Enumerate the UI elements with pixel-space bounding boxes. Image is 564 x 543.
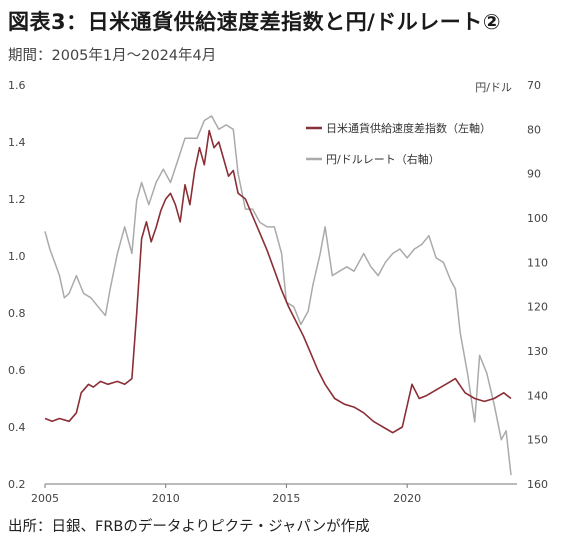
left-tick-label: 0.2 <box>8 478 26 491</box>
legend-label: 円/ドルレート（右軸） <box>326 152 440 166</box>
left-tick-label: 1.4 <box>8 136 26 149</box>
x-tick-label: 2015 <box>272 492 300 505</box>
x-axis-ticks: 2005 2010 2015 2020 <box>31 484 421 505</box>
right-tick-label: 80 <box>527 123 541 136</box>
right-tick-label: 160 <box>527 478 548 491</box>
right-tick-label: 130 <box>527 345 548 358</box>
series-layer <box>44 115 512 476</box>
left-tick-label: 1.6 <box>8 79 26 92</box>
right-tick-label: 120 <box>527 301 548 314</box>
right-tick-label: 150 <box>527 434 548 447</box>
left-tick-label: 1.0 <box>8 250 26 263</box>
page-title: 図表3：日米通貨供給速度差指数と円/ドルレート② <box>8 10 502 34</box>
left-tick-label: 0.8 <box>8 307 26 320</box>
right-tick-label: 110 <box>527 256 548 269</box>
legend-label: 日米通貨供給速度差指数（左軸） <box>326 121 491 135</box>
right-tick-label: 90 <box>527 168 541 181</box>
right-tick-label: 70 <box>527 79 541 92</box>
right-tick-label: 140 <box>527 389 548 402</box>
left-axis-ticks: 0.2 0.4 0.6 0.8 1.0 1.2 1.4 1.6 <box>8 79 26 491</box>
right-axis-ticks: 70 80 90 100 110 120 130 140 150 160 円/ドル <box>475 79 548 491</box>
x-tick-label: 2020 <box>393 492 421 505</box>
right-tick-label: 100 <box>527 212 548 225</box>
legend: 日米通貨供給速度差指数（左軸） 円/ドルレート（右軸） <box>306 121 491 166</box>
left-tick-label: 1.2 <box>8 193 26 206</box>
series-line-usdjpy <box>44 115 512 476</box>
x-tick-label: 2005 <box>31 492 59 505</box>
right-axis-unit: 円/ドル <box>475 81 512 94</box>
left-tick-label: 0.4 <box>8 421 26 434</box>
series-line-speed-index <box>44 129 512 434</box>
left-tick-label: 0.6 <box>8 364 26 377</box>
source-note: 出所：日銀、FRBのデータよりピクテ・ジャパンが作成 <box>8 519 370 535</box>
period-subtitle: 期間：2005年1月〜2024年4月 <box>8 48 217 64</box>
x-tick-label: 2010 <box>152 492 180 505</box>
